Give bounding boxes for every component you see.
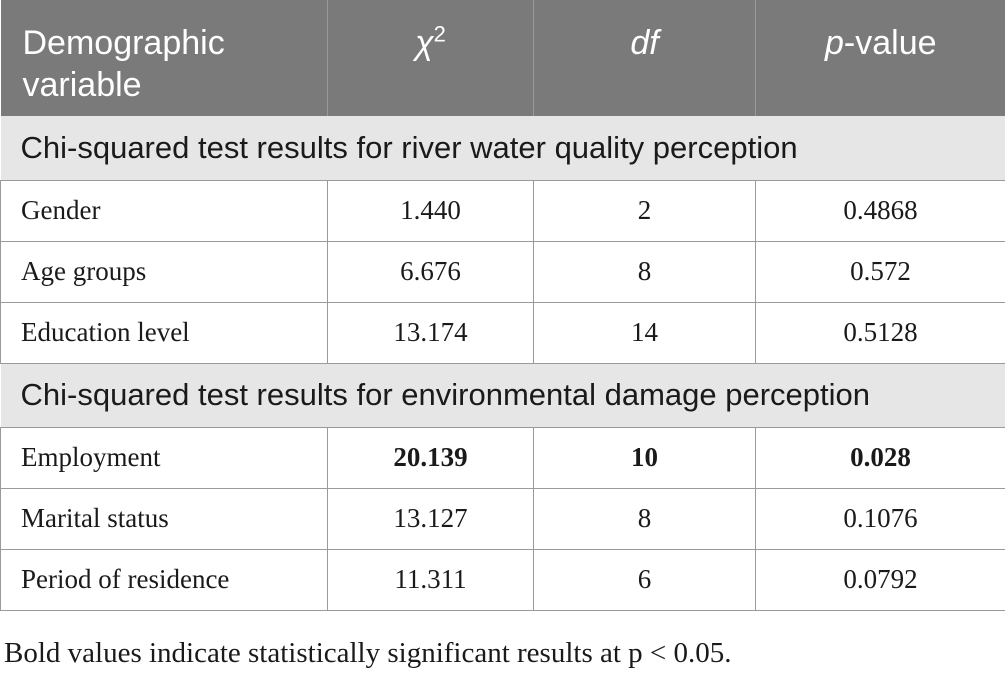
cell-chi2: 1.440 (327, 179, 534, 242)
table-row: Employment 20.139 10 0.028 (0, 426, 1005, 489)
cell-chi2: 13.174 (327, 301, 534, 364)
cell-p-value: 0.572 (755, 240, 1005, 303)
header-chi-superscript: 2 (433, 21, 446, 47)
cell-df: 14 (533, 301, 756, 364)
cell-df: 8 (533, 240, 756, 303)
cell-p-value: 0.028 (755, 426, 1005, 489)
cell-p-value: 0.5128 (755, 301, 1005, 364)
header-p-italic: p (824, 24, 844, 62)
cell-df: 10 (533, 426, 756, 489)
section-row-water-quality: Chi-squared test results for river water… (0, 116, 1005, 181)
cell-p-value: 0.1076 (755, 487, 1005, 550)
table-row: Gender 1.440 2 0.4868 (0, 179, 1005, 242)
cell-chi2: 13.127 (327, 487, 534, 550)
cell-df: 8 (533, 487, 756, 550)
header-df-label: df (630, 24, 659, 62)
cell-chi2: 6.676 (327, 240, 534, 303)
header-variable-line2: variable (22, 66, 142, 104)
table-row: Marital status 13.127 8 0.1076 (0, 487, 1005, 550)
cell-df: 6 (533, 548, 756, 611)
cell-variable: Gender (0, 179, 328, 242)
section-row-environmental-damage: Chi-squared test results for environment… (0, 362, 1005, 428)
cell-variable: Employment (0, 426, 328, 489)
header-p-rest: -value (843, 24, 937, 62)
table-header-row: Demographic variable χ2 df p-value (0, 0, 1005, 116)
cell-variable: Period of residence (0, 548, 328, 611)
chi-squared-results-table: Demographic variable χ2 df p-value Chi-s… (0, 0, 1005, 611)
header-variable-line1: Demographic (22, 24, 225, 62)
table-footnote: Bold values indicate statistically signi… (4, 637, 732, 669)
header-demographic-variable: Demographic variable (0, 0, 328, 116)
cell-chi2: 11.311 (327, 548, 534, 611)
header-df: df (533, 0, 756, 116)
header-chi-squared: χ2 (327, 0, 534, 116)
table-row: Age groups 6.676 8 0.572 (0, 240, 1005, 303)
cell-p-value: 0.0792 (755, 548, 1005, 611)
header-chi-symbol: χ (415, 24, 434, 62)
section-title: Chi-squared test results for river water… (0, 116, 1005, 181)
cell-p-value: 0.4868 (755, 179, 1005, 242)
table-row: Education level 13.174 14 0.5128 (0, 301, 1005, 364)
cell-variable: Marital status (0, 487, 328, 550)
table-row: Period of residence 11.311 6 0.0792 (0, 548, 1005, 611)
cell-variable: Age groups (0, 240, 328, 303)
cell-variable: Education level (0, 301, 328, 364)
section-title: Chi-squared test results for environment… (0, 362, 1005, 428)
header-p-value: p-value (756, 0, 1005, 116)
cell-chi2: 20.139 (327, 426, 534, 489)
cell-df: 2 (533, 179, 756, 242)
